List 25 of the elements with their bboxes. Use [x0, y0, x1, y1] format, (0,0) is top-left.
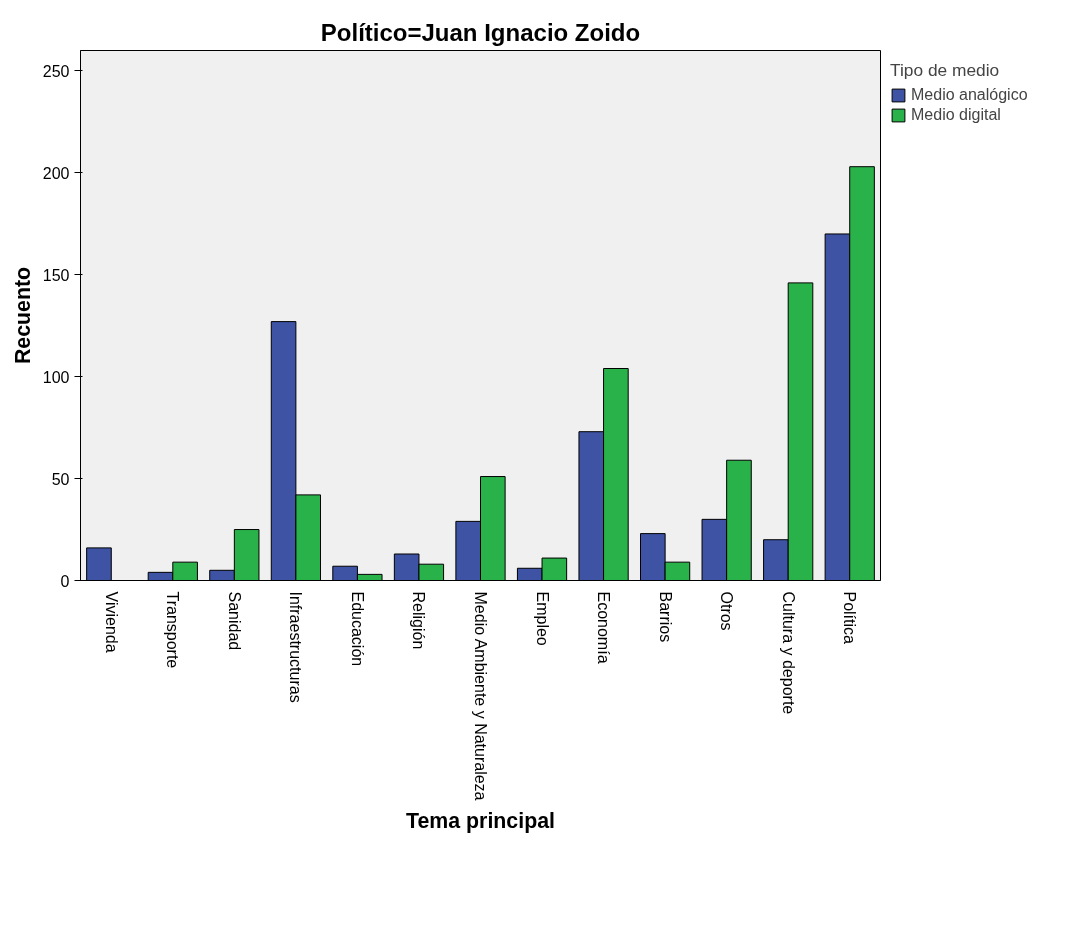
legend-title: Tipo de medio [890, 60, 1001, 81]
x-tick-label: Transporte [164, 591, 182, 669]
x-axis-title: Tema principal [406, 809, 555, 834]
y-tick-label: 0 [60, 572, 70, 590]
x-tick-label: Cultura y deporte [779, 591, 797, 715]
x-tick-label: Medio Ambiente y Naturaleza [472, 591, 489, 801]
x-tick-label: Educación [348, 591, 366, 667]
x-tick-label: Política [841, 591, 859, 645]
y-tick-label: 150 [42, 266, 70, 284]
x-tick-label: Barrios [656, 591, 674, 643]
x-tick-label: Sanidad [225, 591, 243, 651]
x-tick-label: Otros [718, 591, 736, 631]
y-tick-label: 200 [42, 164, 70, 182]
x-tick-label: Religión [410, 591, 428, 650]
legend-label: Medio analógico [911, 86, 1028, 104]
y-axis-title: Recuento [10, 266, 35, 365]
y-tick-label: 250 [42, 62, 70, 80]
x-tick-label: Economía [595, 591, 613, 664]
y-tick-label: 50 [51, 470, 70, 488]
y-tick-label: 100 [42, 368, 70, 386]
legend-label: Medio digital [911, 106, 1001, 124]
x-tick-label: Vivienda [102, 591, 120, 653]
x-tick-label: Infraestructuras [287, 591, 305, 703]
x-tick-label: Empleo [533, 591, 551, 646]
chart-title: Político=Juan Ignacio Zoido [320, 18, 641, 46]
